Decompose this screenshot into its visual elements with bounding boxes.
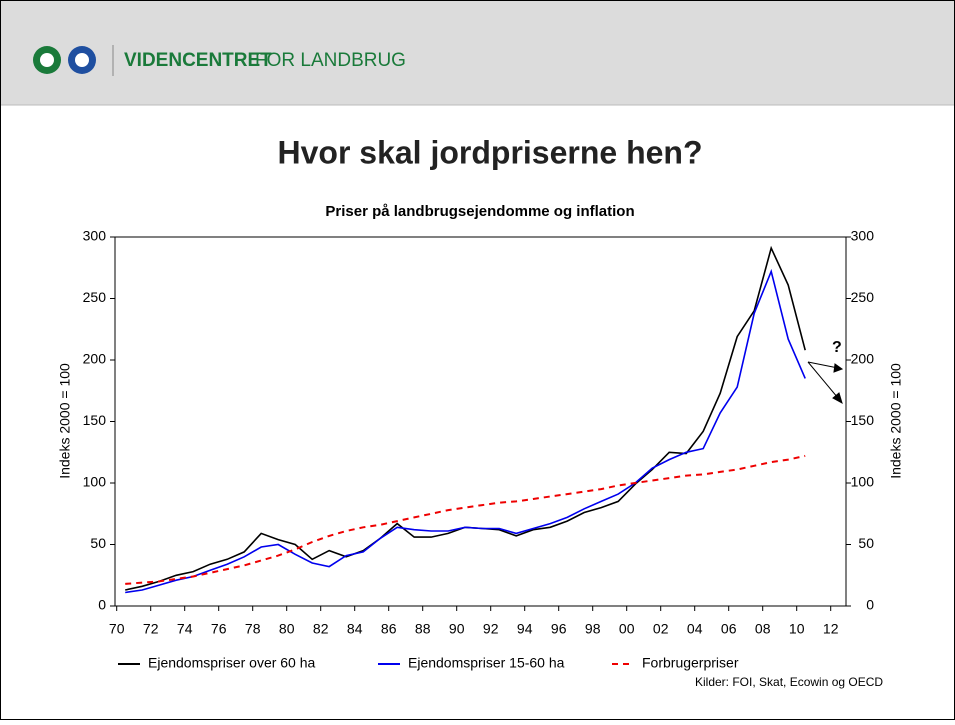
x-tick-label: 94 <box>517 621 533 637</box>
chart-title: Priser på landbrugsejendomme og inflatio… <box>325 203 634 220</box>
x-tick-label: 00 <box>619 621 635 637</box>
line-series <box>125 268 806 594</box>
y-tick-label: 0 <box>98 597 106 613</box>
x-tick-label: 90 <box>449 621 465 637</box>
x-tick-label: 84 <box>347 621 363 637</box>
annotation-arrows <box>807 361 844 405</box>
x-tick-label: 86 <box>381 621 397 637</box>
annotation: ? <box>832 339 842 356</box>
brand-bold: VIDENCENTRET <box>124 50 272 71</box>
arrow-down <box>807 361 839 399</box>
header-band <box>0 0 955 105</box>
x-tick-label: 12 <box>823 621 839 637</box>
arrow-up <box>807 361 839 369</box>
y2-tick-label: 300 <box>851 228 875 244</box>
y2-axis-label: Indeks 2000 = 100 <box>888 363 904 479</box>
x-tick-label: 88 <box>415 621 431 637</box>
y-tick-label: 200 <box>83 351 107 367</box>
x-tick-label: 82 <box>313 621 329 637</box>
x-tick-label: 78 <box>245 621 261 637</box>
x-tick-label: 06 <box>721 621 737 637</box>
source: Kilder: FOI, Skat, Ecowin og OECD <box>695 675 883 689</box>
x-tick-label: 70 <box>109 621 125 637</box>
arrowhead <box>833 363 844 373</box>
y2-tick-label: 0 <box>866 597 874 613</box>
legend-label: Forbrugerpriser <box>642 655 739 671</box>
logo-circle <box>75 53 89 67</box>
slide-title: Hvor skal jordpriserne hen? <box>277 134 702 170</box>
y-axis-label: Indeks 2000 = 100 <box>57 363 73 479</box>
brand-rest: FOR LANDBRUG <box>255 50 406 71</box>
x-tick-label: 04 <box>687 621 703 637</box>
legend-label: Ejendomspriser over 60 ha <box>148 655 316 671</box>
line-series <box>125 454 806 585</box>
legend-label: Ejendomspriser 15-60 ha <box>408 655 565 671</box>
x-tick-label: 02 <box>653 621 669 637</box>
y2-tick-label: 150 <box>851 412 875 428</box>
y-tick-label: 50 <box>90 535 106 551</box>
x-tick-label: 72 <box>143 621 159 637</box>
x-tick-label: 76 <box>211 621 227 637</box>
y-tick-label: 250 <box>83 289 107 305</box>
arrowhead <box>832 392 843 405</box>
y-tick-label: 100 <box>83 474 107 490</box>
y2-tick-label: 250 <box>851 289 875 305</box>
y-tick-label: 300 <box>83 228 107 244</box>
logo <box>33 45 114 76</box>
x-tick-label: 92 <box>483 621 499 637</box>
x-tick-label: 10 <box>789 621 805 637</box>
y2-tick-label: 100 <box>851 474 875 490</box>
y2-tick-label: 200 <box>851 351 875 367</box>
plot-frame <box>114 236 847 607</box>
x-tick-label: 98 <box>585 621 601 637</box>
x-tick-label: 08 <box>755 621 771 637</box>
logo-circle <box>40 53 54 67</box>
x-tick-label: 80 <box>279 621 295 637</box>
line-series <box>125 245 806 591</box>
y-tick-label: 150 <box>83 412 107 428</box>
x-tick-label: 74 <box>177 621 193 637</box>
x-tick-label: 96 <box>551 621 567 637</box>
y2-tick-label: 50 <box>858 535 874 551</box>
